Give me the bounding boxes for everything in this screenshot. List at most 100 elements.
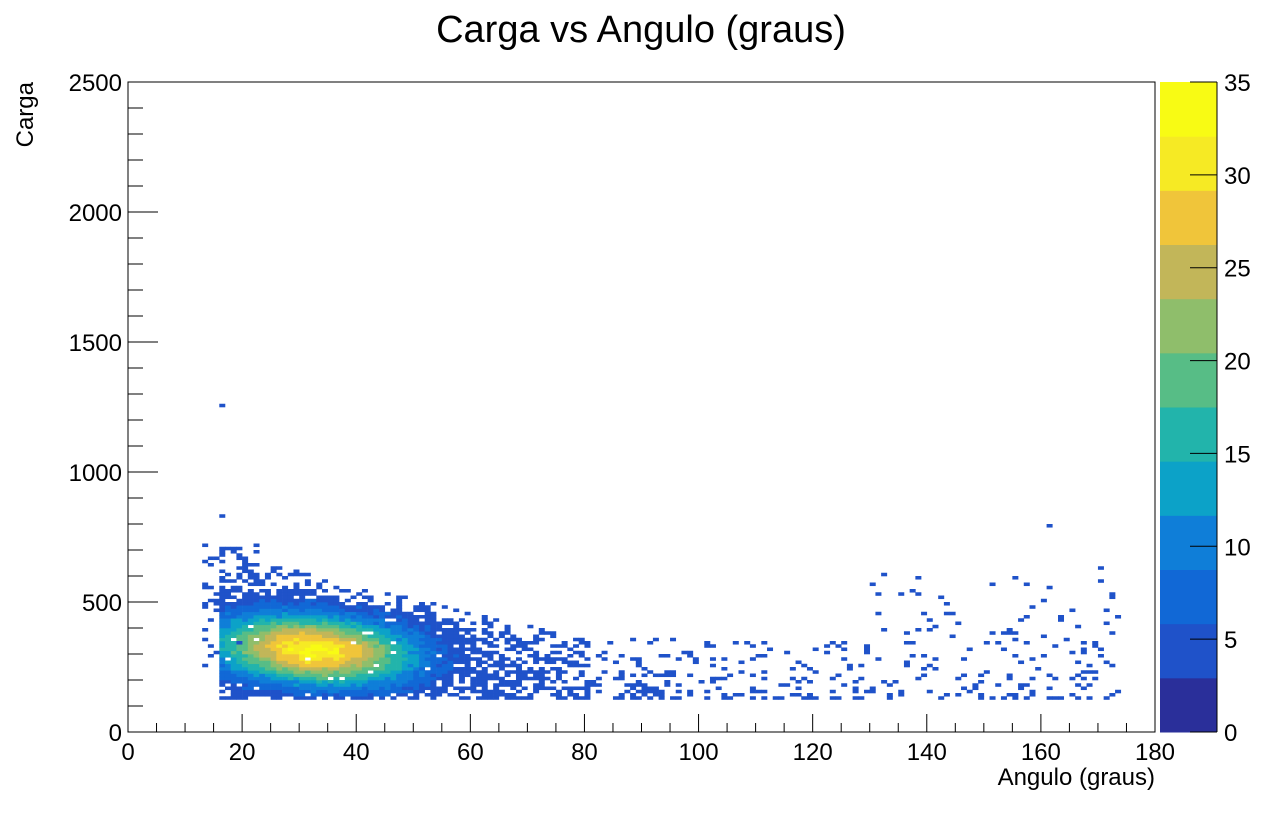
heatmap-cell — [316, 605, 323, 609]
heatmap-cell — [915, 592, 922, 596]
heatmap-cell — [379, 696, 386, 700]
heatmap-cell — [321, 602, 328, 606]
heatmap-cell — [829, 696, 836, 700]
heatmap-cell — [344, 663, 351, 668]
heatmap-cell — [544, 686, 551, 691]
heatmap-cell — [276, 566, 283, 570]
heatmap-cell — [230, 595, 237, 600]
heatmap-cell — [282, 657, 289, 661]
heatmap-cell — [487, 696, 494, 700]
heatmap-cell — [573, 696, 580, 700]
heatmap-cell — [247, 563, 254, 567]
heatmap-cell — [424, 608, 431, 613]
heatmap-cell — [202, 628, 209, 632]
heatmap-cell — [635, 683, 642, 687]
heatmap-cell — [481, 683, 488, 687]
heatmap-cell — [344, 615, 351, 619]
colorbar-tick-label: 15 — [1224, 441, 1251, 468]
heatmap-cell — [276, 624, 283, 629]
heatmap-cell — [584, 696, 591, 700]
heatmap-cell — [903, 660, 910, 665]
heatmap-cell — [350, 689, 357, 694]
heatmap-cell — [709, 676, 716, 681]
heatmap-cell — [293, 657, 300, 661]
heatmap-cell — [299, 667, 306, 671]
heatmap-cell — [356, 605, 363, 609]
heatmap-cell — [1109, 592, 1116, 596]
x-tick-label: 160 — [1021, 739, 1061, 766]
heatmap-cell — [276, 663, 283, 668]
heatmap-cell — [515, 680, 522, 684]
heatmap-cell — [247, 680, 254, 684]
heatmap-cell — [413, 693, 420, 697]
heatmap-cell — [978, 680, 985, 684]
heatmap-cell — [321, 605, 328, 609]
heatmap-cell — [230, 673, 237, 678]
heatmap-cell — [527, 641, 534, 645]
heatmap-cell — [504, 670, 511, 674]
heatmap-cell — [396, 693, 403, 697]
heatmap-cell — [304, 644, 311, 648]
heatmap-cell — [264, 576, 271, 580]
heatmap-cell — [270, 680, 277, 684]
heatmap-cell — [219, 689, 226, 694]
heatmap-cell — [396, 611, 403, 616]
heatmap-cell — [721, 657, 728, 661]
heatmap-cell — [299, 696, 306, 700]
heatmap-cell — [276, 611, 283, 616]
heatmap-cell — [333, 689, 340, 694]
heatmap-cell — [418, 628, 425, 632]
heatmap-cell — [938, 595, 945, 600]
heatmap-cell — [247, 628, 254, 632]
heatmap-cell — [709, 663, 716, 668]
heatmap-cell — [396, 628, 403, 632]
heatmap-cell — [361, 615, 368, 619]
heatmap-cell — [441, 660, 448, 665]
heatmap-cell — [333, 667, 340, 671]
heatmap-cell — [270, 670, 277, 674]
heatmap-cell — [447, 641, 454, 645]
heatmap-cell — [339, 686, 346, 691]
heatmap-cell — [259, 605, 266, 609]
heatmap-cell — [487, 641, 494, 645]
heatmap-cell — [259, 615, 266, 619]
heatmap-cell — [282, 621, 289, 626]
colorbar-tick-label: 30 — [1224, 163, 1251, 190]
heatmap-cell — [287, 637, 294, 642]
heatmap-cell — [396, 657, 403, 661]
x-tick-label: 120 — [793, 739, 833, 766]
heatmap-cell — [989, 631, 996, 635]
heatmap-cell — [304, 611, 311, 616]
heatmap-cell — [327, 605, 334, 609]
heatmap-cell — [299, 644, 306, 648]
heatmap-cell — [356, 650, 363, 655]
heatmap-cell — [219, 647, 226, 652]
heatmap-cell — [1092, 641, 1099, 645]
heatmap-cell — [230, 585, 237, 590]
heatmap-cell — [247, 667, 254, 671]
heatmap-cell — [926, 663, 933, 668]
heatmap-cell — [675, 689, 682, 694]
heatmap-cell — [761, 670, 768, 674]
heatmap-cell — [379, 618, 386, 622]
heatmap-cell — [898, 693, 905, 697]
heatmap-cell — [339, 650, 346, 655]
heatmap-cell — [379, 670, 386, 674]
heatmap-cell — [344, 680, 351, 684]
heatmap-cell — [761, 654, 768, 658]
heatmap-cell — [498, 663, 505, 668]
heatmap-cell — [401, 615, 408, 619]
heatmap-cell — [316, 582, 323, 587]
heatmap-cell — [276, 637, 283, 642]
heatmap-cell — [356, 680, 363, 684]
heatmap-cell — [367, 641, 374, 645]
heatmap-cell — [339, 693, 346, 697]
heatmap-cell — [487, 650, 494, 655]
heatmap-cell — [379, 615, 386, 619]
heatmap-cell — [1058, 618, 1065, 622]
heatmap-cell — [293, 683, 300, 687]
heatmap-cells — [202, 403, 1122, 700]
heatmap-cell — [310, 615, 317, 619]
heatmap-cell — [293, 602, 300, 606]
heatmap-cell — [1023, 696, 1030, 700]
